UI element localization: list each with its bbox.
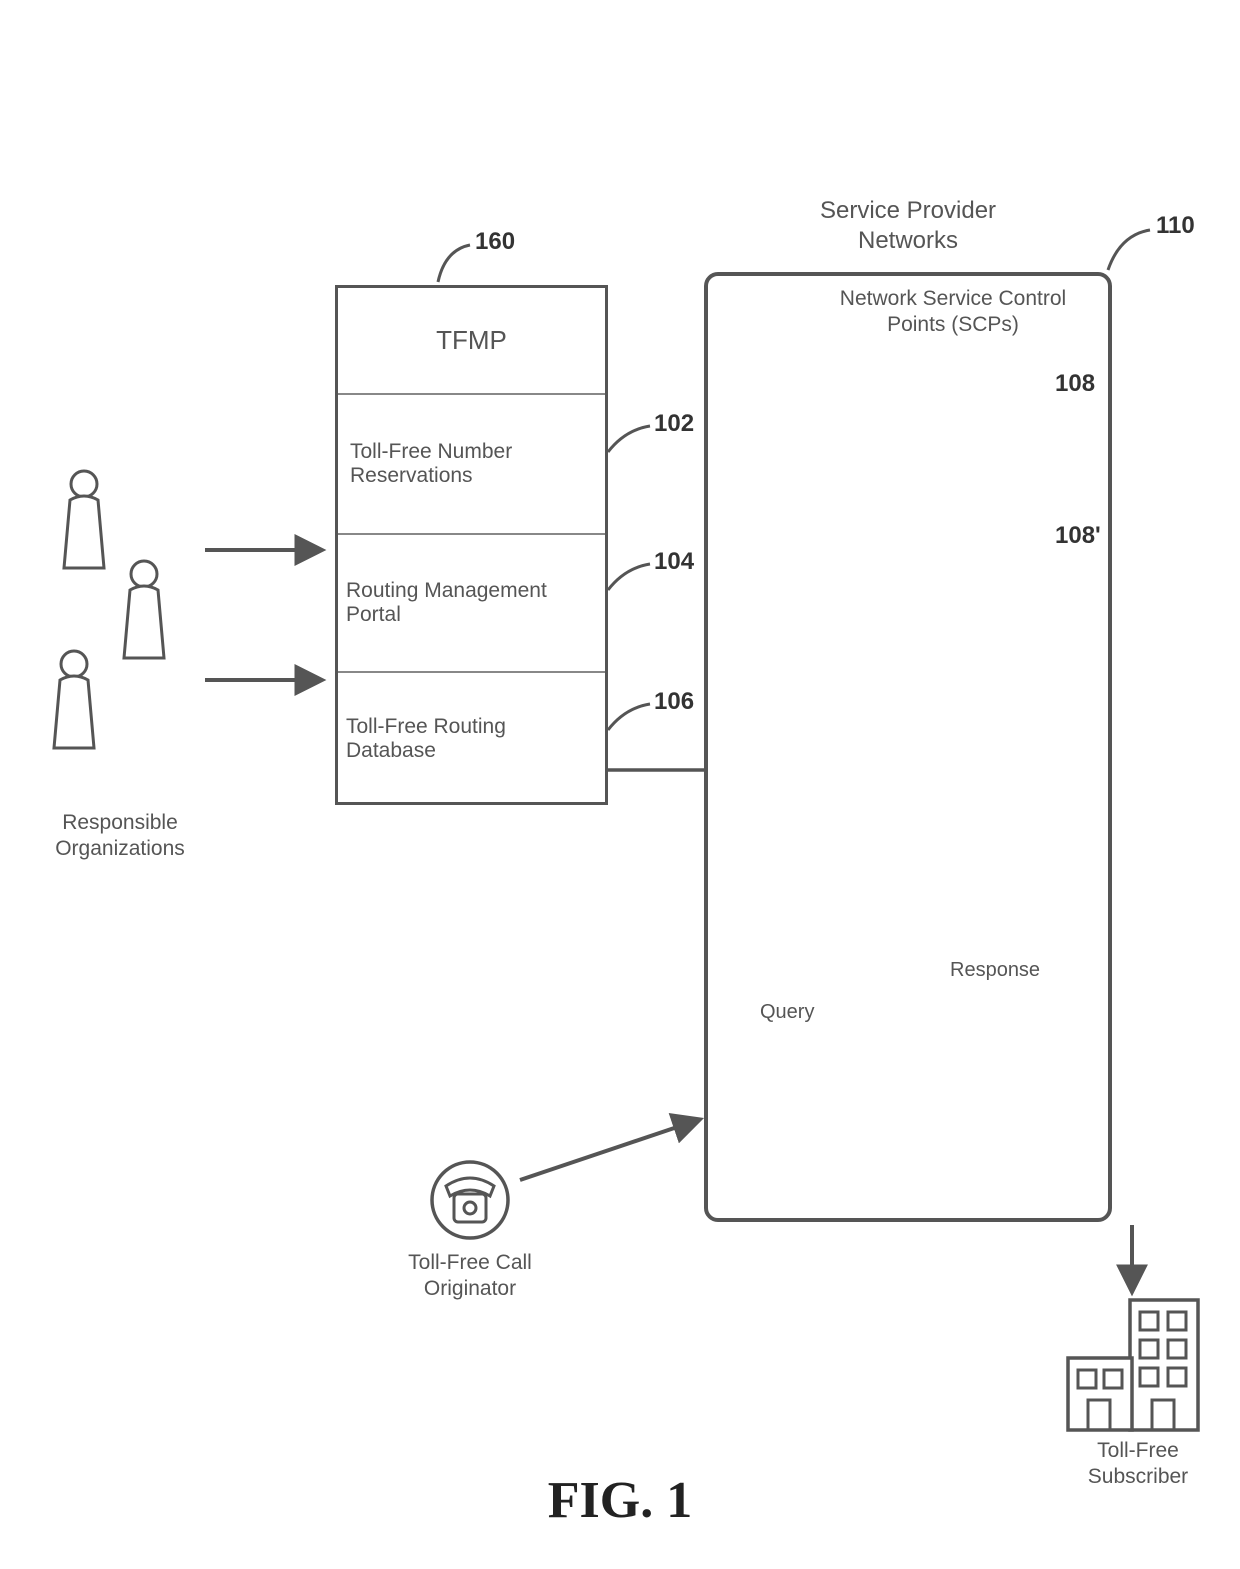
tfmp-row-0: Toll-Free Number Reservations (338, 393, 605, 533)
ref-110: 110 (1156, 212, 1195, 240)
resp-org-label: Responsible Organizations (40, 810, 200, 863)
spn-title: Service Provider Networks (808, 196, 1008, 256)
tfmp-row-1-label: Routing Management Portal (346, 579, 597, 627)
figure-title: FIG. 1 (0, 1468, 1240, 1533)
query-label: Query (760, 1000, 814, 1025)
response-label: Response (950, 958, 1040, 983)
ref-108p: 108' (1055, 522, 1101, 550)
tfmp-title: TFMP (338, 288, 605, 393)
tfmp-title-text: TFMP (436, 325, 507, 356)
originator-label: Toll-Free Call Originator (400, 1250, 540, 1303)
tfmp-row-0-label: Toll-Free Number Reservations (350, 440, 593, 488)
ref-104: 104 (654, 548, 694, 576)
tfmp-row-2-label: Toll-Free Routing Database (346, 715, 597, 763)
tfmp-row-1: Routing Management Portal (338, 533, 605, 671)
tfmp-box: TFMP Toll-Free Number Reservations Routi… (335, 285, 608, 805)
tfmp-row-2: Toll-Free Routing Database (338, 671, 605, 805)
spn-box (704, 272, 1112, 1222)
ref-106: 106 (654, 688, 694, 716)
ref-160: 160 (475, 228, 515, 256)
ref-102: 102 (654, 410, 694, 438)
spn-scp-label: Network Service Control Points (SCPs) (808, 286, 1098, 339)
ref-108: 108 (1055, 370, 1095, 398)
